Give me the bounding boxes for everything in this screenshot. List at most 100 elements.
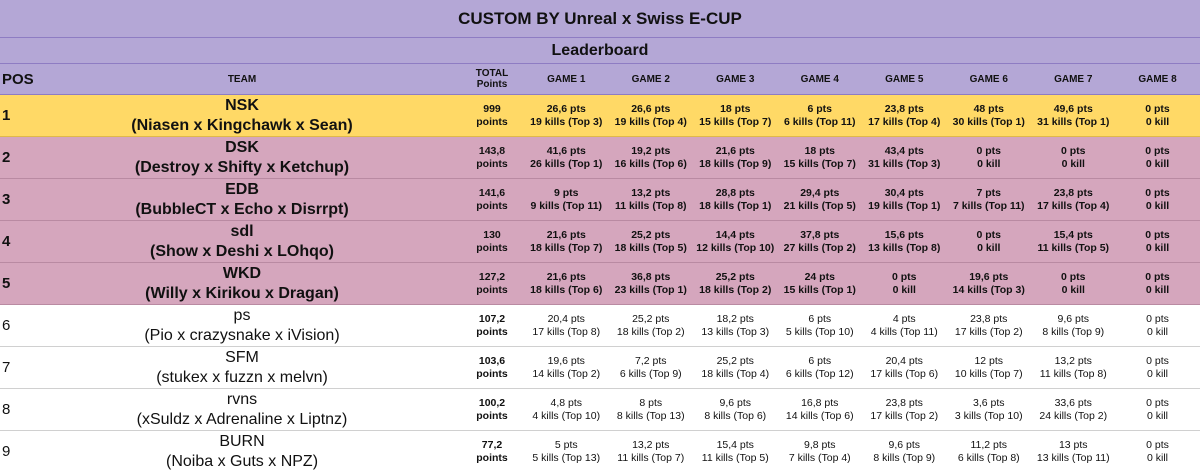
- game-2-cell: 13,2 pts 11 kills (Top 8): [609, 187, 694, 213]
- header-team: TEAM: [227, 73, 257, 85]
- game-kills: 17 kills (Top 6): [870, 367, 939, 380]
- total-cell: 77,2 points: [460, 439, 524, 465]
- game-6-cell: 19,6 pts 14 kills (Top 3): [947, 271, 1032, 297]
- game-points: 26,6 pts: [546, 102, 586, 115]
- header-total-line2: Points: [476, 79, 508, 90]
- total-unit: points: [476, 325, 508, 338]
- game-1-cell: 20,4 pts 17 kills (Top 8): [524, 313, 609, 339]
- total-value: 100,2: [478, 396, 506, 409]
- game-points: 0 pts: [1060, 270, 1086, 283]
- game-kills: 14 kills (Top 3): [952, 283, 1025, 296]
- game-points: 19,6 pts: [547, 354, 585, 367]
- game-points: 48 pts: [973, 102, 1004, 115]
- game-2-cell: 36,8 pts 23 kills (Top 1): [609, 271, 694, 297]
- game-points: 12 pts: [974, 354, 1004, 367]
- game-3-cell: 9,6 pts 8 kills (Top 6): [693, 397, 778, 423]
- game-kills: 24 kills (Top 2): [1039, 409, 1108, 422]
- game-kills: 4 kills (Top 10): [532, 409, 601, 422]
- game-points: 37,8 pts: [800, 228, 840, 241]
- game-3-cell: 18 pts 15 kills (Top 7): [693, 103, 778, 129]
- game-8-cell: 0 pts 0 kill: [1116, 187, 1200, 213]
- game-points: 7 pts: [976, 186, 1001, 199]
- game-points: 0 pts: [1146, 312, 1169, 325]
- game-kills: 23 kills (Top 1): [614, 283, 687, 296]
- row-position: 2: [2, 149, 11, 166]
- game-points: 18 pts: [720, 102, 751, 115]
- game-kills: 13 kills (Top 3): [701, 325, 770, 338]
- game-kills: 16 kills (Top 6): [614, 157, 687, 170]
- header-row: POS TEAM TOTAL Points GAME 1 GAME 2 GAME…: [0, 64, 1200, 95]
- game-kills: 8 kills (Top 9): [873, 451, 936, 464]
- game-points: 20,4 pts: [885, 354, 923, 367]
- total-unit: points: [476, 241, 508, 254]
- game-points: 4,8 pts: [550, 396, 583, 409]
- team-members: (xSuldz x Adrenaline x Liptnz): [136, 410, 348, 428]
- game-points: 7,2 pts: [634, 354, 667, 367]
- game-points: 15,4 pts: [1053, 228, 1093, 241]
- game-points: 11,2 pts: [970, 438, 1008, 451]
- total-unit: points: [476, 283, 508, 296]
- game-kills: 0 kill: [1061, 283, 1085, 296]
- game-kills: 3 kills (Top 10): [954, 409, 1023, 422]
- game-kills: 0 kill: [1145, 115, 1170, 128]
- team-members: (Niasen x Kingchawk x Sean): [131, 116, 353, 134]
- game-points: 18,2 pts: [716, 312, 754, 325]
- row-position: 1: [2, 107, 11, 124]
- total-value: 130: [483, 228, 501, 241]
- game-points: 6 pts: [808, 312, 832, 325]
- game-points: 24 pts: [804, 270, 835, 283]
- game-points: 9,8 pts: [803, 438, 836, 451]
- game-kills: 15 kills (Top 1): [783, 283, 856, 296]
- team-name: DSK: [225, 138, 259, 156]
- table-row: 4 sdl (Show x Deshi x LOhqo) 130 points 21,6 …: [0, 221, 1200, 263]
- total-cell: 141,6 points: [460, 187, 524, 213]
- game-kills: 7 kills (Top 11): [952, 199, 1025, 212]
- game-8-cell: 0 pts 0 kill: [1116, 103, 1200, 129]
- team-members: (Noiba x Guts x NPZ): [165, 452, 319, 470]
- game-points: 0 pts: [1145, 270, 1170, 283]
- game-points: 0 pts: [1146, 396, 1169, 409]
- game-4-cell: 6 pts 5 kills (Top 10): [778, 313, 863, 339]
- game-8-cell: 0 pts 0 kill: [1116, 271, 1200, 297]
- game-points: 8 pts: [639, 396, 663, 409]
- game-points: 6 pts: [807, 102, 832, 115]
- game-2-cell: 8 pts 8 kills (Top 13): [609, 397, 694, 423]
- game-kills: 18 kills (Top 4): [701, 367, 770, 380]
- game-points: 3,6 pts: [972, 396, 1005, 409]
- game-kills: 0 kill: [1146, 325, 1168, 338]
- table-row: 1 NSK (Niasen x Kingchawk x Sean) 999 points…: [0, 95, 1200, 137]
- team-name: BURN: [219, 432, 265, 450]
- game-8-cell: 0 pts 0 kill: [1116, 229, 1200, 255]
- game-8-cell: 0 pts 0 kill: [1116, 313, 1200, 339]
- game-points: 28,8 pts: [715, 186, 755, 199]
- row-position: 7: [2, 359, 11, 376]
- game-points: 23,8 pts: [884, 102, 924, 115]
- game-points: 18 pts: [804, 144, 835, 157]
- game-kills: 31 kills (Top 3): [868, 157, 941, 170]
- game-kills: 10 kills (Top 7): [954, 367, 1023, 380]
- game-kills: 19 kills (Top 4): [614, 115, 687, 128]
- game-kills: 14 kills (Top 2): [532, 367, 601, 380]
- game-kills: 9 kills (Top 11): [530, 199, 603, 212]
- game-kills: 15 kills (Top 7): [783, 157, 856, 170]
- game-kills: 30 kills (Top 1): [952, 115, 1025, 128]
- game-4-cell: 6 pts 6 kills (Top 11): [778, 103, 863, 129]
- game-7-cell: 9,6 pts 8 kills (Top 9): [1031, 313, 1116, 339]
- header-game-2: GAME 2: [631, 73, 670, 85]
- game-points: 5 pts: [554, 438, 578, 451]
- game-4-cell: 29,4 pts 21 kills (Top 5): [778, 187, 863, 213]
- game-points: 0 pts: [1145, 186, 1170, 199]
- game-6-cell: 3,6 pts 3 kills (Top 10): [947, 397, 1032, 423]
- game-kills: 0 kill: [977, 241, 1001, 254]
- game-points: 14,4 pts: [715, 228, 755, 241]
- game-points: 21,6 pts: [546, 228, 586, 241]
- row-position: 6: [2, 317, 11, 334]
- game-kills: 18 kills (Top 5): [614, 241, 687, 254]
- game-points: 21,6 pts: [546, 270, 586, 283]
- game-7-cell: 0 pts 0 kill: [1031, 145, 1116, 171]
- game-points: 9 pts: [553, 186, 579, 199]
- game-6-cell: 48 pts 30 kills (Top 1): [947, 103, 1032, 129]
- game-kills: 6 kills (Top 8): [957, 451, 1020, 464]
- total-value: 77,2: [481, 438, 503, 451]
